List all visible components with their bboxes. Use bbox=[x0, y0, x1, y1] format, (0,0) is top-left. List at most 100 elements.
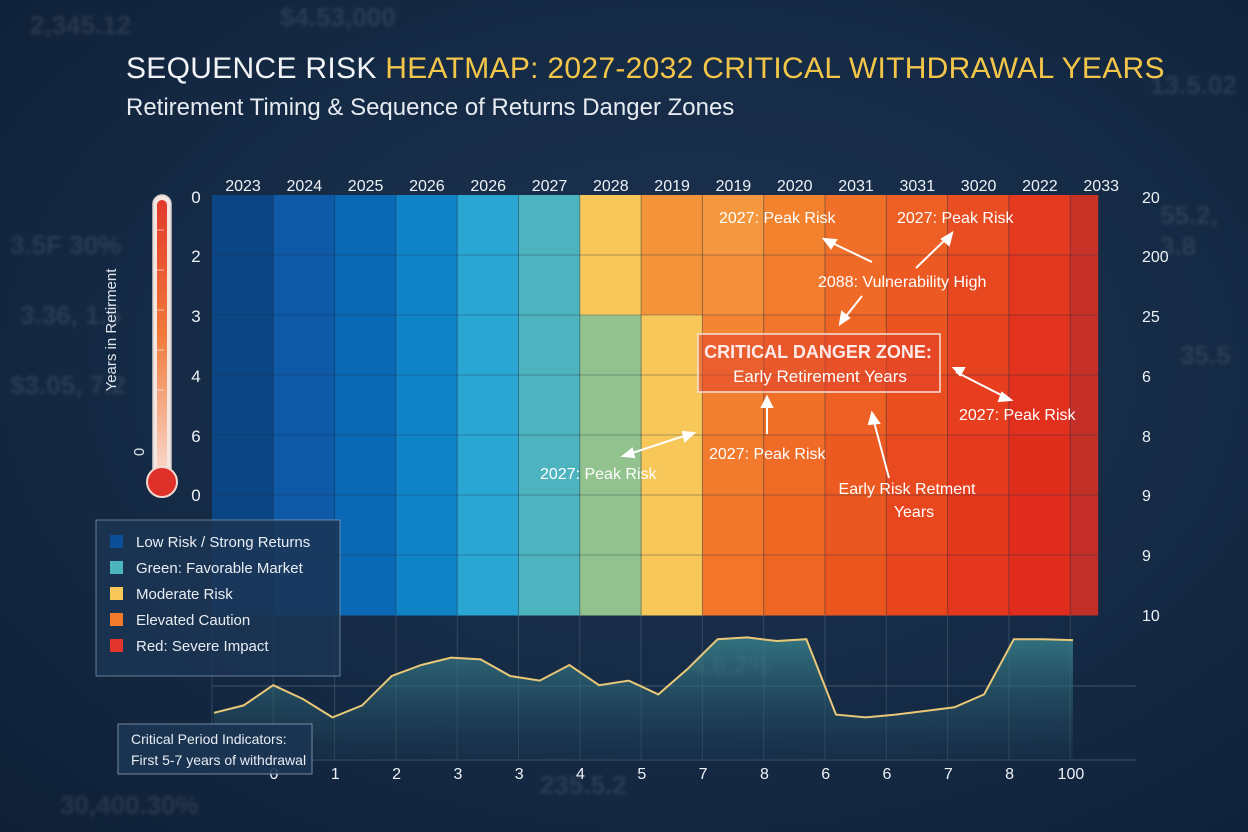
heatmap-cell bbox=[395, 375, 458, 436]
y-right-tick-label: 8 bbox=[1142, 429, 1151, 446]
heatmap-cell bbox=[579, 435, 642, 496]
danger-zone-title: CRITICAL DANGER ZONE: bbox=[704, 342, 932, 362]
x-bottom-tick-label: 1 bbox=[331, 766, 340, 783]
legend-label: Green: Favorable Market bbox=[136, 560, 304, 577]
annotation-vulnerability: 2088: Vulnerability High bbox=[818, 274, 986, 291]
legend-swatch bbox=[110, 561, 123, 574]
annotation-peak-risk: 2027: Peak Risk bbox=[959, 407, 1077, 424]
y-tick-label: 6 bbox=[191, 427, 200, 446]
x-bottom-tick-label: 6 bbox=[883, 766, 892, 783]
heatmap-cell bbox=[457, 195, 519, 256]
y-tick-label: 0 bbox=[191, 188, 200, 207]
y-right-tick-label: 9 bbox=[1142, 548, 1151, 565]
critical-danger-zone-box: CRITICAL DANGER ZONE: Early Retirement Y… bbox=[697, 333, 941, 393]
heatmap-cell bbox=[763, 435, 826, 496]
heatmap-cell bbox=[457, 435, 519, 496]
heatmap-cell bbox=[1008, 195, 1071, 256]
chart-title: SEQUENCE RISK HEATMAP: 2027-2032 CRITICA… bbox=[126, 52, 1165, 86]
trend-area bbox=[214, 637, 1073, 760]
heatmap-cell bbox=[518, 435, 581, 496]
heatmap-cell bbox=[702, 195, 765, 256]
heatmap-cell bbox=[1008, 255, 1071, 316]
y-right-tick-label: 25 bbox=[1142, 309, 1160, 326]
heatmap-cell bbox=[518, 555, 581, 616]
heatmap-cell bbox=[518, 495, 581, 556]
heatmap-cell bbox=[641, 435, 703, 496]
x-bottom-tick-label: 8 bbox=[1005, 766, 1014, 783]
heatmap-cell bbox=[334, 315, 397, 376]
title-part-white: SEQUENCE RISK bbox=[126, 52, 386, 85]
heatmap-cell bbox=[518, 195, 581, 256]
heatmap-cell bbox=[212, 195, 274, 256]
heatmap-cell bbox=[1008, 375, 1071, 436]
heatmap-cell bbox=[457, 255, 519, 316]
x-axis-top-labels: 2023 2024 2025 2026 2026 2027 2028 2019 2019 2020… bbox=[225, 178, 1119, 195]
annotations: 2027: Peak Risk 2027: Peak Risk 2088: Vu… bbox=[540, 210, 1077, 521]
y-right-tick-label: 20 bbox=[1142, 190, 1160, 207]
heatmap-cell bbox=[763, 495, 826, 556]
x-tick-label: 2020 bbox=[777, 178, 813, 195]
heatmap-cell bbox=[641, 495, 703, 556]
heatmap-cell bbox=[212, 375, 274, 436]
heatmap-cell bbox=[518, 315, 581, 376]
x-tick-label: 2026 bbox=[470, 178, 506, 195]
heatmap-cell bbox=[334, 435, 397, 496]
heatmap-cell bbox=[825, 255, 887, 316]
x-bottom-tick-label: 7 bbox=[699, 766, 708, 783]
heatmap-cell bbox=[702, 255, 765, 316]
heatmap-cell bbox=[334, 555, 397, 616]
x-tick-label: 2031 bbox=[838, 178, 874, 195]
y-tick-label: 0 bbox=[191, 486, 200, 505]
heatmap-cell bbox=[395, 495, 458, 556]
heatmap-cell bbox=[395, 195, 458, 256]
thermometer-label: 0 bbox=[131, 448, 148, 456]
heatmap-cell bbox=[947, 375, 1010, 436]
heatmap-cell bbox=[273, 435, 336, 496]
heatmap-cell bbox=[212, 315, 274, 376]
heatmap-cells bbox=[212, 195, 1099, 616]
heatmap-cell bbox=[1008, 315, 1071, 376]
heatmap-cell bbox=[763, 255, 826, 316]
heatmap-cell bbox=[273, 375, 336, 436]
heatmap-cell bbox=[1008, 555, 1071, 616]
legend-swatch bbox=[110, 535, 123, 548]
y-right-tick-label: 200 bbox=[1142, 249, 1169, 266]
heatmap-cell bbox=[395, 555, 458, 616]
heatmap-cell bbox=[825, 435, 887, 496]
x-bottom-tick-label: 7 bbox=[944, 766, 953, 783]
heatmap-cell bbox=[334, 195, 397, 256]
heatmap-cell bbox=[334, 375, 397, 436]
heatmap-cell bbox=[947, 315, 1010, 376]
x-tick-label: 3020 bbox=[961, 178, 997, 195]
heatmap-cell bbox=[641, 315, 703, 376]
heatmap-cell bbox=[947, 495, 1010, 556]
heatmap-cell bbox=[1070, 315, 1099, 376]
heatmap-cell bbox=[763, 555, 826, 616]
title-part-gold: HEATMAP: 2027-2032 CRITICAL WITHDRAWAL Y… bbox=[385, 52, 1165, 85]
heatmap-cell bbox=[947, 435, 1010, 496]
x-tick-label: 2033 bbox=[1083, 178, 1119, 195]
legend-swatch bbox=[110, 639, 123, 652]
heatmap-cell bbox=[825, 555, 887, 616]
legend-label: Low Risk / Strong Returns bbox=[136, 534, 310, 551]
x-tick-label: 2019 bbox=[654, 178, 690, 195]
legend-label: Elevated Caution bbox=[136, 612, 250, 629]
x-tick-label: 2019 bbox=[716, 178, 752, 195]
y-tick-label: 3 bbox=[191, 307, 200, 326]
annotation-peak-risk: 2027: Peak Risk bbox=[540, 466, 658, 483]
thermometer-icon bbox=[146, 194, 178, 498]
heatmap-cell bbox=[395, 255, 458, 316]
heatmap-cell bbox=[1070, 195, 1099, 256]
trend-line bbox=[213, 636, 1074, 719]
heatmap-cell bbox=[947, 255, 1010, 316]
heatmap-cell bbox=[395, 315, 458, 376]
heatmap-cell bbox=[457, 555, 519, 616]
x-tick-label: 2025 bbox=[348, 178, 384, 195]
x-tick-label: 2023 bbox=[225, 178, 261, 195]
heatmap-cell bbox=[579, 495, 642, 556]
annotation-peak-risk: 2027: Peak Risk bbox=[897, 210, 1015, 227]
legend-swatch bbox=[110, 587, 123, 600]
y-axis-label: Years in Retirment bbox=[103, 268, 120, 392]
